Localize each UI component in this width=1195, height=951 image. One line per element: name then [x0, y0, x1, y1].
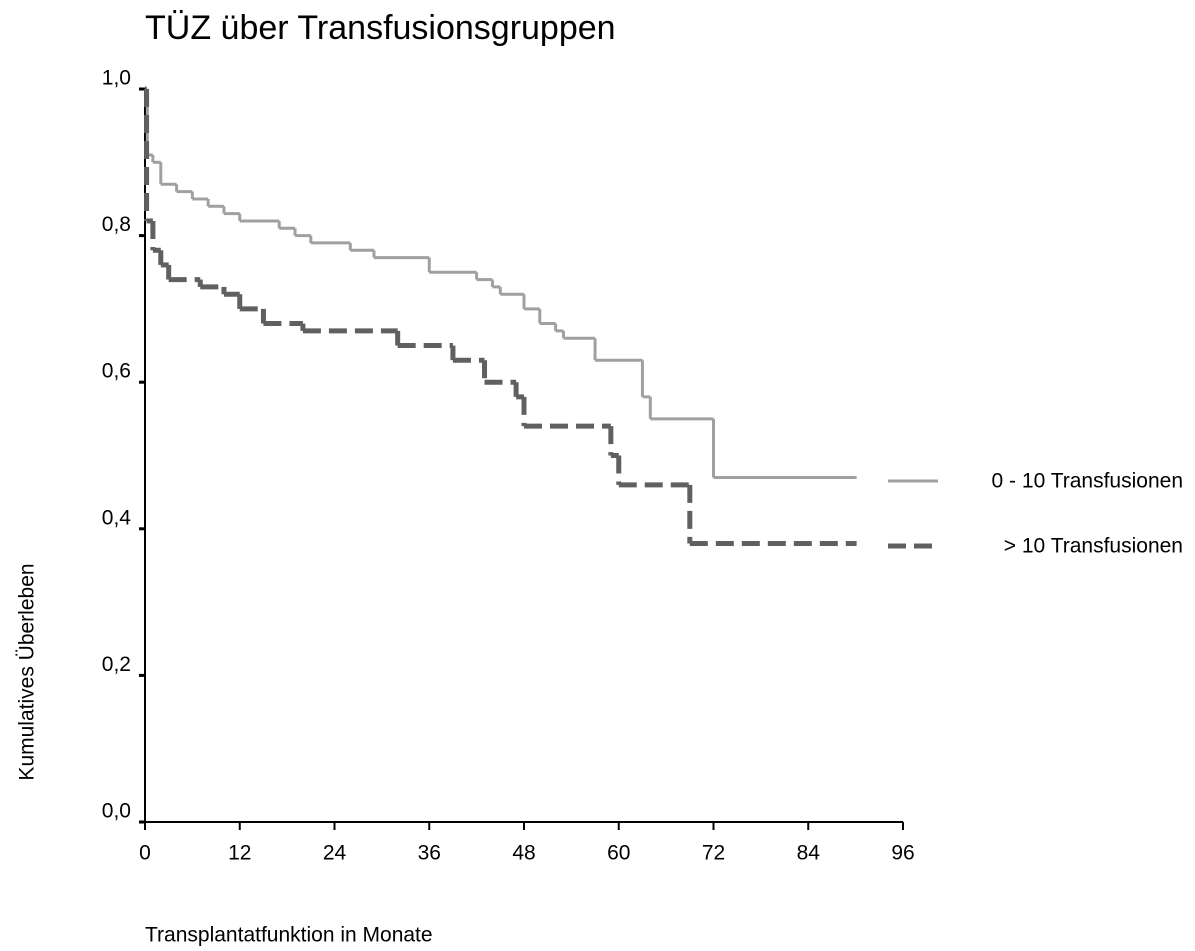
legend-label: > 10 Transfusionen: [1004, 535, 1183, 558]
x-tick-label: 24: [323, 842, 347, 865]
chart-title: TÜZ über Transfusionsgruppen: [145, 9, 616, 47]
x-tick-label: 84: [797, 842, 821, 865]
y-tick-label: 0,6: [102, 360, 131, 383]
x-tick-label: 48: [512, 842, 535, 865]
x-tick-label: 12: [228, 842, 251, 865]
legend-label: 0 - 10 Transfusionen: [992, 470, 1183, 493]
y-tick-label: 1,0: [102, 67, 131, 90]
x-axis-label: Transplantatfunktion in Monate: [145, 924, 433, 947]
y-tick-label: 0,2: [102, 653, 131, 676]
y-axis-label: Kumulatives Überleben: [16, 563, 39, 780]
y-tick-label: 0,8: [102, 213, 131, 236]
x-tick-label: 60: [607, 842, 630, 865]
y-tick-label: 0,4: [102, 506, 132, 529]
x-tick-label: 36: [418, 842, 441, 865]
x-tick-label: 96: [891, 842, 914, 865]
y-tick-label: 0,0: [102, 800, 131, 823]
x-tick-label: 0: [139, 842, 151, 865]
x-tick-label: 72: [702, 842, 725, 865]
